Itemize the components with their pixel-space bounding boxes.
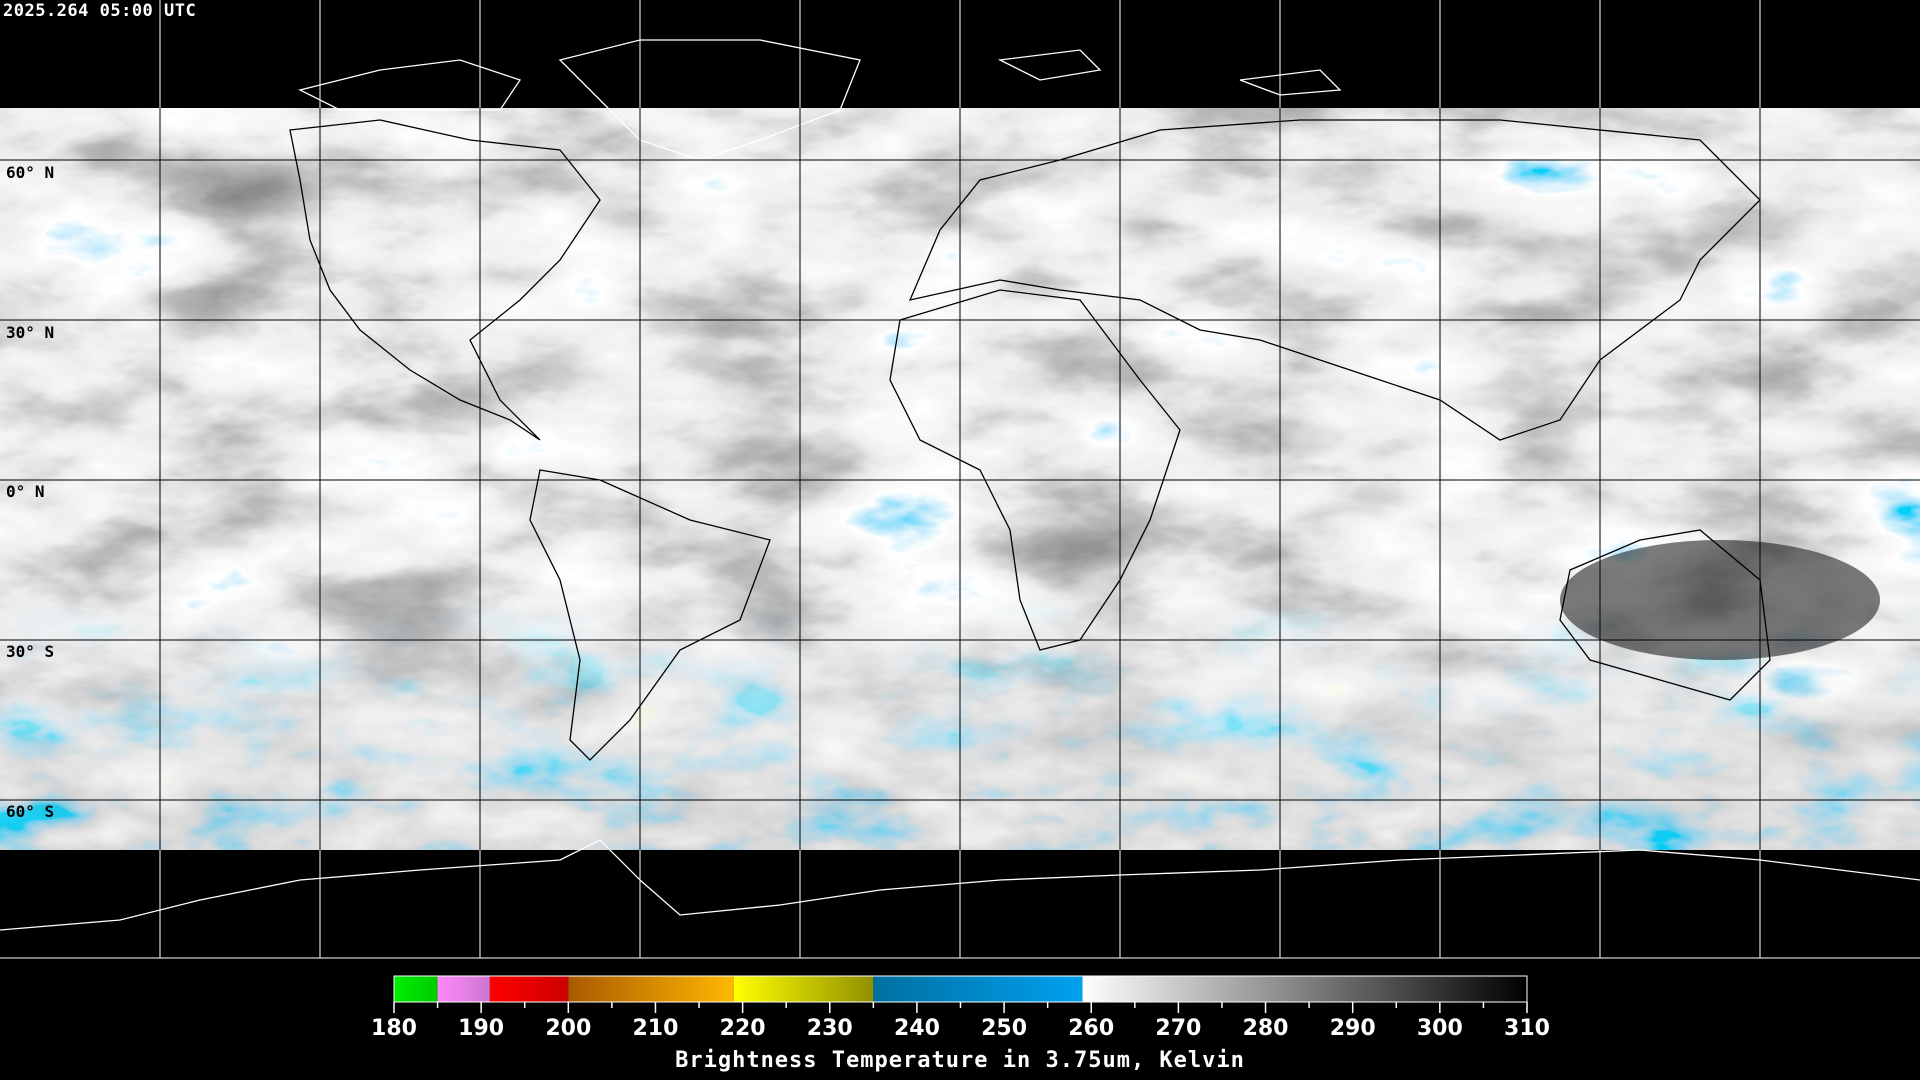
colorbar-segment [437, 976, 490, 1002]
colorbar-segment [1082, 976, 1527, 1002]
coast-north-america [289, 119, 601, 441]
colorbar-ticks: 180 190 200 210 220 230 240 250 260 270 280 290 300 3… [371, 1002, 1550, 1041]
colorbar: 180 190 200 210 220 230 240 250 260 270 280 290 300 3… [371, 975, 1550, 1041]
colorbar-segment [394, 976, 438, 1002]
lat-label-30n: 30° N [6, 323, 55, 342]
colorbar-tick-label: 200 [545, 1016, 591, 1041]
colorbar-tick-label: 310 [1504, 1016, 1550, 1041]
lat-label-30s: 30° S [6, 642, 55, 661]
colorbar-tick-label: 190 [458, 1016, 504, 1041]
colorbar-tick-label: 280 [1243, 1016, 1289, 1041]
lat-label-60s: 60° S [6, 802, 55, 821]
colorbar-tick-label: 240 [894, 1016, 940, 1041]
colorbar-tick-label: 290 [1330, 1016, 1376, 1041]
timestamp-title: 2025.264 05:00 UTC [3, 1, 197, 21]
satellite-map [0, 0, 1920, 960]
colorbar-tick-label: 210 [632, 1016, 678, 1041]
colorbar-tick-label: 300 [1417, 1016, 1463, 1041]
coastlines [0, 39, 1920, 931]
colorbar-segment [873, 976, 1083, 1002]
colorbar-tick-label: 220 [720, 1016, 766, 1041]
colorbar-tick-label: 180 [371, 1016, 417, 1041]
lat-label-60n: 60° N [6, 163, 55, 182]
lat-lon-grid [0, 0, 1920, 959]
colorbar-segment [568, 976, 734, 1002]
coast-south-america [529, 469, 771, 761]
colorbar-segment [733, 976, 874, 1002]
colorbar-segment [489, 976, 569, 1002]
colorbar-tick-label: 230 [807, 1016, 853, 1041]
colorbar-title: Brightness Temperature in 3.75um, Kelvin [675, 1048, 1245, 1073]
colorbar-tick-label: 270 [1155, 1016, 1201, 1041]
colorbar-tick-label: 260 [1068, 1016, 1114, 1041]
coast-arctic-islands [298, 49, 1342, 111]
colorbar-segments [394, 976, 1527, 1002]
lat-label-0n: 0° N [6, 482, 45, 501]
colorbar-tick-label: 250 [981, 1016, 1027, 1041]
